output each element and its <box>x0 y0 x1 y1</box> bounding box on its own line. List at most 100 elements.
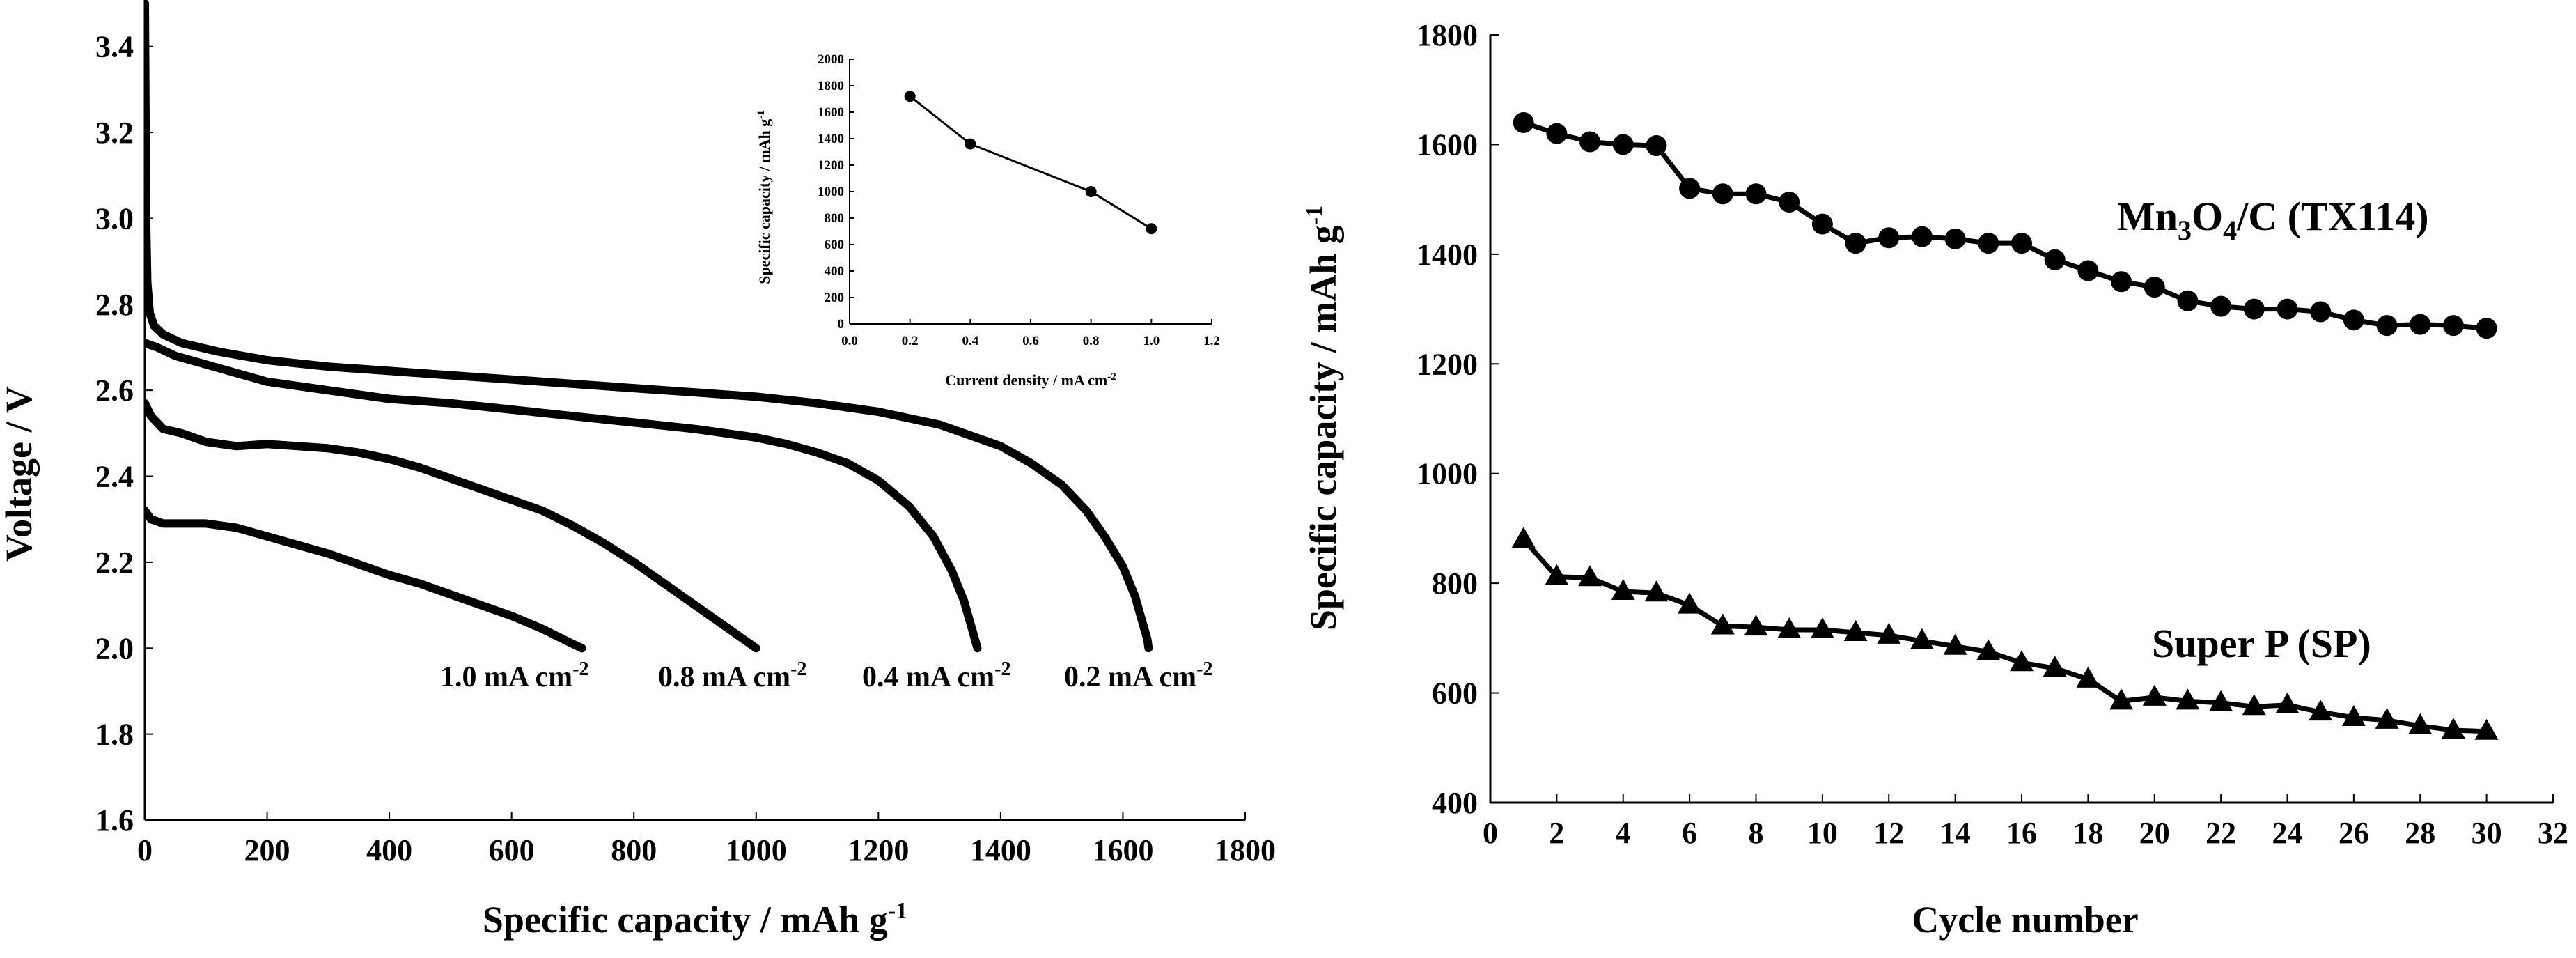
left-x-tick-label: 800 <box>611 833 657 867</box>
inset-x-tick-label: 0.4 <box>962 334 978 348</box>
inset-y-axis-label: Specific capacity / mAh g-1 <box>756 110 773 284</box>
right-x-tick-label: 12 <box>1873 816 1904 850</box>
superp-data-point <box>2275 692 2300 713</box>
superp-data-point <box>2441 718 2465 739</box>
mn3o4-data-point <box>2077 260 2099 281</box>
inset-x-tick-label: 1.2 <box>1203 334 1220 348</box>
right-series <box>1511 111 2499 740</box>
superp-data-point <box>1810 617 1834 638</box>
left-series-line-1 <box>145 339 982 653</box>
left-y-tick-label: 1.8 <box>95 718 134 752</box>
inset-y-tick-label: 600 <box>825 238 845 252</box>
mn3o4-data-point <box>2410 314 2431 335</box>
mn3o4-data-point <box>1779 192 1800 213</box>
superp-data-point <box>1678 592 1702 614</box>
right-x-tick-label: 32 <box>2538 816 2568 850</box>
left-x-tick-label: 1000 <box>726 833 787 867</box>
right-y-tick-label: 1200 <box>1416 347 1478 381</box>
mn3o4-data-point <box>1944 228 1966 249</box>
right-x-tick-label: 30 <box>2472 816 2502 850</box>
right-x-tick-label: 14 <box>1940 816 1971 850</box>
right-x-tick-label: 24 <box>2272 816 2303 850</box>
right-x-tick-label: 26 <box>2339 816 2369 850</box>
right-y-tick-label: 1400 <box>1416 238 1478 272</box>
right-y-axis-label: Specific capacity / mAh g-1 <box>1302 206 1344 631</box>
left-x-tick-label: 1600 <box>1092 833 1153 867</box>
superp-data-point <box>1578 565 1602 587</box>
superp-data-point <box>2309 700 2333 721</box>
inset-data-point <box>904 91 916 102</box>
right-x-tick-label: 4 <box>1616 816 1631 850</box>
mn3o4-data-point <box>1878 227 1900 249</box>
superp-data-point <box>1843 620 1868 641</box>
left-x-ticks: 0 200 400 600 800 1000 1200 1400 1600 1800 <box>137 812 1276 867</box>
inset-background <box>850 59 1212 324</box>
superp-data-point <box>2341 705 2366 726</box>
inset-x-tick-label: 0.0 <box>841 334 858 348</box>
superp-data-point <box>2176 688 2200 710</box>
right-x-tick-label: 20 <box>2139 816 2170 850</box>
inset-data-point <box>1146 223 1157 235</box>
superp-data-point <box>2242 694 2266 716</box>
right-x-axis-label: Cycle number <box>1912 899 2138 941</box>
left-y-axis-label: Voltage / V <box>0 386 40 562</box>
left-x-tick-label: 1800 <box>1215 833 1276 867</box>
superp-data-point <box>1943 633 1967 655</box>
superp-data-point <box>2142 684 2167 706</box>
inset-x-tick-label: 0.6 <box>1022 334 1039 348</box>
right-y-tick-label: 400 <box>1432 786 1478 820</box>
left-x-axis-label: Specific capacity / mAh g-1 <box>483 898 907 941</box>
inset-y-tick-label: 1400 <box>818 132 844 146</box>
mn3o4-data-point <box>2144 277 2165 298</box>
mn3o4-data-point <box>2277 298 2298 320</box>
superp-data-point <box>1545 564 1569 585</box>
left-chart: 1.6 1.8 2.0 2.2 2.4 2.6 2.8 3.0 3.2 3.4 0 200 400 60… <box>0 0 1276 941</box>
left-series-line-3 <box>145 506 586 653</box>
superp-data-point <box>2375 707 2399 729</box>
right-y-tick-label: 1800 <box>1416 18 1478 52</box>
mn3o4-data-point <box>1513 111 1534 133</box>
mn3o4-data-point <box>1579 131 1601 153</box>
left-series <box>145 0 1153 653</box>
label-0-2-ma: 0.2 mA cm-2 <box>1064 658 1212 693</box>
right-x-tick-label: 6 <box>1682 816 1697 850</box>
inset-x-ticks: 0.0 0.2 0.4 0.6 0.8 1.0 1.2 <box>841 319 1220 348</box>
inset-data-point <box>1085 186 1097 197</box>
inset-y-tick-label: 1800 <box>818 79 844 93</box>
left-x-tick-label: 1200 <box>848 833 909 867</box>
mn3o4-data-point <box>1745 183 1767 205</box>
right-x-tick-label: 18 <box>2072 816 2103 850</box>
inset-x-tick-label: 0.2 <box>902 334 919 348</box>
superp-data-point <box>1611 579 1635 600</box>
inset-series <box>904 91 1157 235</box>
right-x-tick-label: 28 <box>2405 816 2435 850</box>
right-x-tick-label: 22 <box>2206 816 2236 850</box>
inset-series-line <box>909 95 1153 230</box>
inset-data-point <box>965 138 976 150</box>
mn3o4-data-point <box>2343 309 2364 331</box>
mn3o4-data-point <box>2476 318 2497 339</box>
inset-y-ticks: 0 200 400 600 800 1000 1200 1400 1600 1800 2000 <box>818 52 854 332</box>
left-y-tick-label: 2.4 <box>95 460 134 494</box>
inset-y-tick-label: 0 <box>838 317 845 332</box>
mn3o4-data-point <box>2442 315 2464 337</box>
right-x-tick-label: 10 <box>1807 816 1838 850</box>
inset-y-tick-label: 200 <box>825 291 845 305</box>
superp-data-point <box>1511 527 1536 548</box>
left-y-tick-label: 2.6 <box>95 373 134 408</box>
mn3o4-data-point <box>2210 295 2232 317</box>
inset-chart: 0 200 400 600 800 1000 1200 1400 1600 1800 2000 0.… <box>756 52 1220 389</box>
mn3o4-data-point <box>2376 315 2398 337</box>
superp-data-point <box>1744 615 1768 636</box>
left-y-tick-label: 1.6 <box>95 803 134 837</box>
left-x-tick-label: 200 <box>244 833 290 867</box>
left-x-tick-label: 1400 <box>970 833 1031 867</box>
mn3o4-data-point <box>1978 233 1999 254</box>
left-y-tick-label: 2.8 <box>95 288 134 322</box>
inset-y-tick-label: 1200 <box>818 158 844 173</box>
mn3o4-data-point <box>1546 123 1568 144</box>
mn3o4-data-point <box>2111 271 2132 293</box>
label-super-p: Super P (SP) <box>2152 621 2371 666</box>
mn3o4-data-point <box>2011 233 2032 254</box>
